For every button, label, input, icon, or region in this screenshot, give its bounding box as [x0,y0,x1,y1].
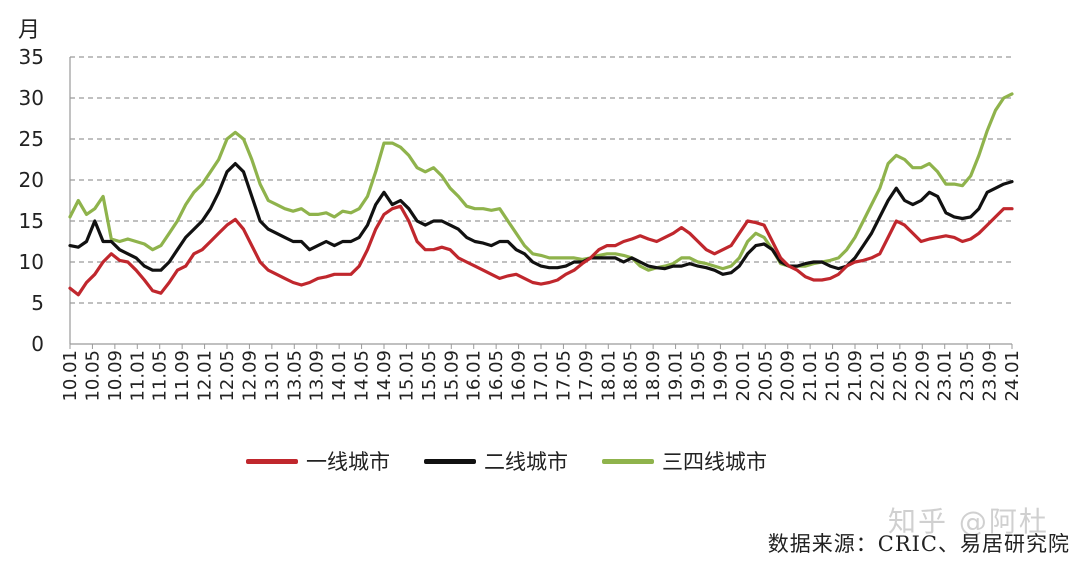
y-tick-label: 35 [19,45,44,69]
y-tick-label: 25 [19,127,44,151]
y-tick-label: 0 [31,332,44,356]
x-tick-label: 20.01 [733,350,754,402]
y-axis-tick-labels: 0 5 10 15 20 25 30 35 [19,45,44,356]
y-tick-label: 10 [19,250,44,274]
series-line-2 [68,92,1014,272]
axes [69,57,1012,345]
series-lines [68,92,1014,297]
x-tick-label: 12.01 [195,350,216,402]
x-tick-label: 18.01 [598,350,619,402]
x-tick-label: 20.09 [778,350,799,402]
legend-item-tier34: 三四线城市 [602,446,767,476]
x-tick-label: 23.01 [935,350,956,402]
x-tick-label: 14.05 [352,350,373,402]
x-tick-label: 23.09 [980,350,1001,402]
x-tick-label: 11.09 [172,350,193,402]
y-tick-label: 20 [19,168,44,192]
x-tick-label: 13.01 [262,350,283,402]
x-tick-label: 17.01 [531,350,552,402]
y-tick-label: 15 [19,209,44,233]
legend-label-tier2: 二线城市 [484,450,568,474]
x-tick-label: 14.09 [374,350,395,402]
watermark: 知乎 @阿杜 [888,505,1049,538]
y-tick-label: 5 [31,291,44,315]
legend-label-tier34: 三四线城市 [662,450,767,474]
x-axis-tick-labels: 10.01 10.05 10.09 11.01 11.05 11.09 12.01 12.05… [60,344,1023,402]
x-tick-label: 16.01 [464,350,485,402]
x-tick-label: 18.09 [643,350,664,402]
legend-swatch-tier1 [246,458,298,464]
x-tick-label: 11.01 [127,350,148,402]
source-note: 数据来源：CRIC、易居研究院 [767,532,1070,556]
x-tick-label: 10.09 [105,350,126,402]
x-tick-label: 12.05 [217,350,238,402]
x-tick-label: 14.01 [329,350,350,402]
x-tick-label: 16.09 [509,350,530,402]
x-tick-label: 22.09 [912,350,933,402]
y-axis-unit-label: 月 [18,18,41,43]
legend-item-tier2: 二线城市 [424,446,568,476]
legend-label-tier1: 一线城市 [306,450,390,474]
x-tick-label: 15.01 [396,350,417,402]
x-tick-label: 17.09 [576,350,597,402]
x-tick-label: 17.05 [553,350,574,402]
legend-swatch-tier2 [424,458,476,464]
x-tick-label: 12.09 [239,350,260,402]
x-tick-label: 23.05 [957,350,978,402]
x-tick-label: 19.09 [710,350,731,402]
x-tick-label: 15.05 [419,350,440,402]
x-tick-label: 22.05 [890,350,911,402]
legend-item-tier1: 一线城市 [246,446,390,476]
x-tick-label: 15.09 [441,350,462,402]
x-tick-label: 19.01 [666,350,687,402]
legend-swatch-tier34 [602,458,654,464]
x-tick-label: 13.09 [307,350,328,402]
x-tick-label: 10.01 [60,350,81,402]
x-tick-label: 13.05 [284,350,305,402]
x-tick-label: 11.05 [150,350,171,402]
x-tick-label: 21.05 [823,350,844,402]
x-tick-label: 18.05 [621,350,642,402]
y-tick-label: 30 [19,86,44,110]
x-tick-label: 21.09 [845,350,866,402]
series-line-1 [68,162,1014,276]
x-tick-label: 10.05 [82,350,103,402]
x-tick-label: 24.01 [1002,350,1023,402]
legend: 一线城市 二线城市 三四线城市 [246,446,767,476]
x-tick-label: 19.05 [688,350,709,402]
x-tick-label: 20.05 [755,350,776,402]
x-tick-label: 16.05 [486,350,507,402]
series-line-0 [68,204,1014,297]
x-tick-label: 21.01 [800,350,821,402]
x-tick-label: 22.01 [867,350,888,402]
